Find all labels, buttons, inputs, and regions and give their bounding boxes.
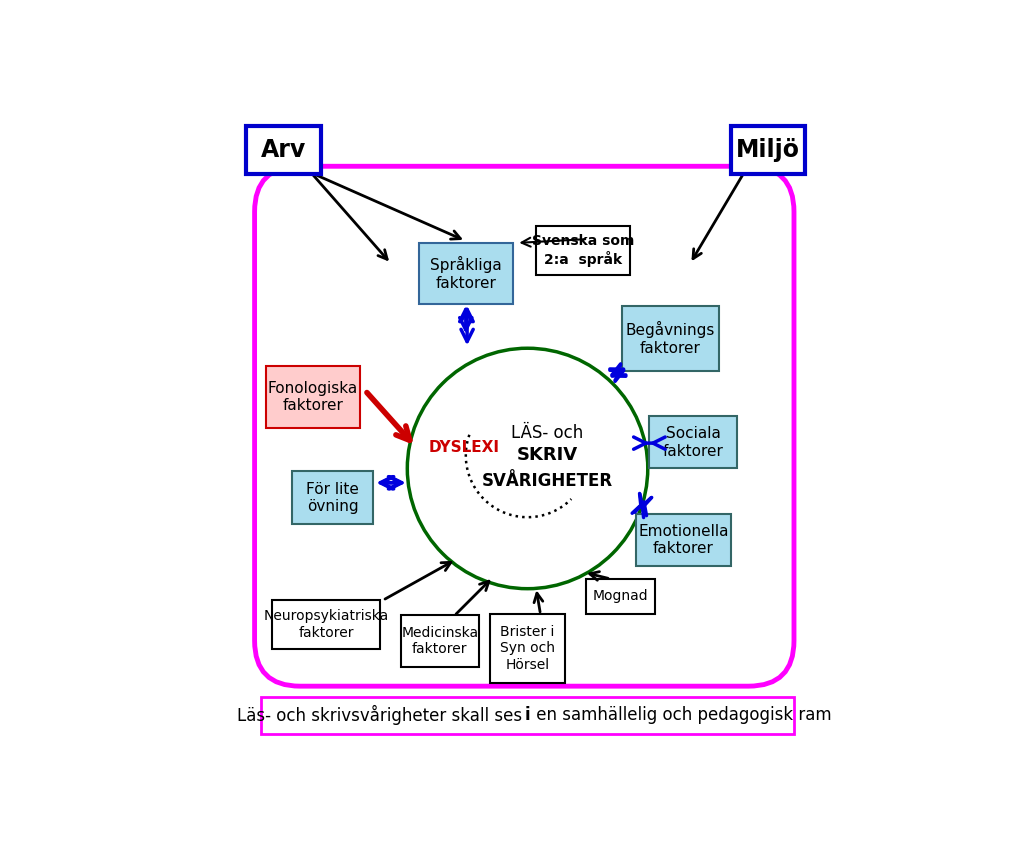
FancyBboxPatch shape (586, 579, 655, 614)
FancyBboxPatch shape (622, 306, 719, 371)
FancyBboxPatch shape (266, 366, 360, 428)
Text: Arv: Arv (261, 138, 307, 162)
Text: Fonologiska
faktorer: Fonologiska faktorer (268, 381, 358, 414)
FancyBboxPatch shape (292, 471, 373, 524)
FancyBboxPatch shape (730, 126, 805, 175)
Text: Svenska som
2:a  språk: Svenska som 2:a språk (532, 235, 634, 267)
Text: LÄS- och: LÄS- och (510, 424, 583, 441)
Circle shape (407, 349, 648, 589)
Text: SVÅRIGHETER: SVÅRIGHETER (482, 473, 613, 490)
Text: DYSLEXI: DYSLEXI (429, 441, 500, 455)
FancyBboxPatch shape (650, 416, 738, 468)
FancyBboxPatch shape (401, 614, 479, 667)
Text: SKRIV: SKRIV (517, 446, 578, 464)
Text: Neuropsykiatriska
faktorer: Neuropsykiatriska faktorer (264, 609, 389, 640)
FancyBboxPatch shape (536, 226, 630, 275)
Text: Sociala
faktorer: Sociala faktorer (663, 426, 723, 458)
Text: Mognad: Mognad (592, 589, 649, 603)
Text: Miljö: Miljö (736, 138, 800, 162)
Text: en samhällelig och pedagogisk ram: en samhällelig och pedagogisk ram (531, 706, 832, 724)
Text: Emotionella
faktorer: Emotionella faktorer (638, 524, 728, 556)
FancyBboxPatch shape (255, 166, 794, 686)
FancyBboxPatch shape (247, 126, 321, 175)
Text: Medicinska
faktorer: Medicinska faktorer (401, 625, 479, 656)
Text: För lite
övning: För lite övning (306, 482, 359, 514)
Text: Begåvnings
faktorer: Begåvnings faktorer (626, 322, 715, 355)
Text: Läs- och skrivsvårigheter skall ses: Läs- och skrivsvårigheter skall ses (237, 706, 528, 726)
Text: Brister i
Syn och
Hörsel: Brister i Syn och Hörsel (500, 625, 555, 672)
FancyBboxPatch shape (272, 600, 380, 649)
FancyBboxPatch shape (418, 242, 513, 305)
FancyBboxPatch shape (261, 696, 794, 734)
FancyBboxPatch shape (636, 514, 730, 566)
FancyBboxPatch shape (490, 614, 565, 683)
Text: Språkliga
faktorer: Språkliga faktorer (430, 257, 501, 290)
Text: i: i (525, 706, 530, 724)
